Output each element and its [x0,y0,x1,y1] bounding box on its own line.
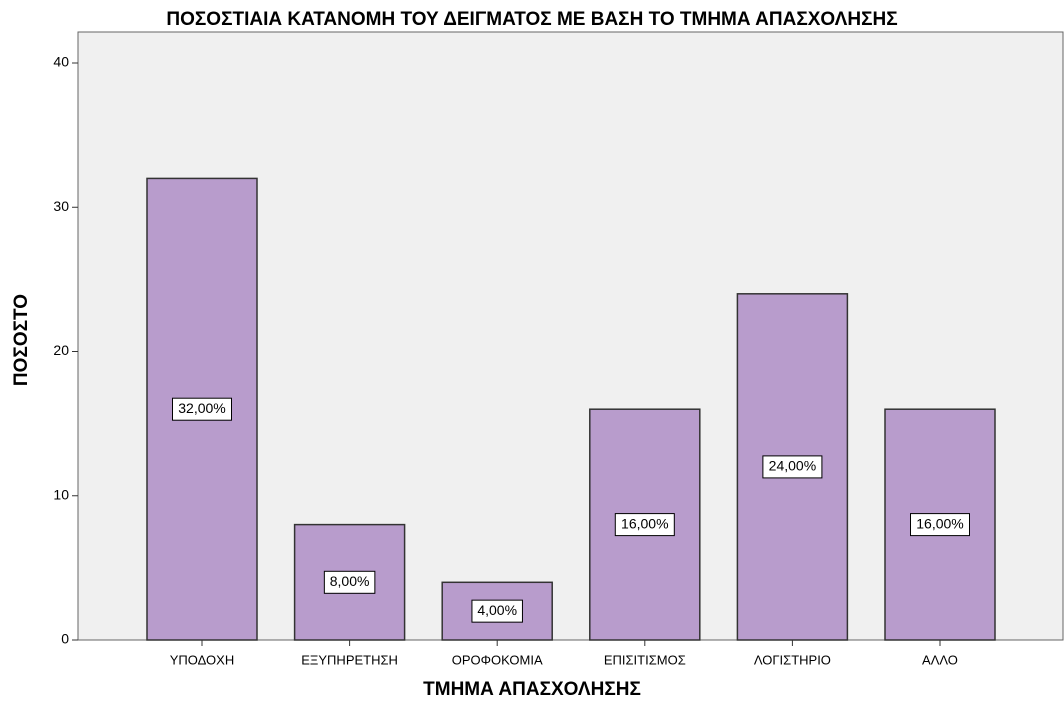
x-tick-label: ΕΠΙΣΙΤΙΣΜΟΣ [604,652,686,667]
value-label: 32,00% [178,400,225,416]
value-label: 8,00% [330,573,370,589]
x-axis-label: ΤΜΗΜΑ ΑΠΑΣΧΟΛΗΣΗΣ [423,679,641,700]
chart-title: ΠΟΣΟΣΤΙΑΙΑ ΚΑΤΑΝΟΜΗ ΤΟΥ ΔΕΙΓΜΑΤΟΣ ΜΕ ΒΑΣ… [166,9,897,30]
value-label: 16,00% [621,515,668,531]
y-tick-label: 20 [53,342,69,358]
value-label-box [762,455,823,479]
value-label-box [614,513,675,537]
value-label-box [172,397,232,421]
x-tick-label: ΕΞΥΠΗΡΕΤΗΣΗ [301,652,398,667]
value-label-box [323,570,376,594]
y-tick-label: 30 [53,198,69,214]
y-tick-label: 40 [53,54,69,70]
value-label: 16,00% [916,515,963,531]
x-tick-label: ΑΛΛΟ [922,652,958,667]
value-label-box [471,599,523,623]
value-label-box [910,513,970,537]
y-axis-label: ΠΟΣΟΣΤΟ [11,294,32,386]
x-tick-label: ΟΡΟΦΟΚΟΜΙΑ [452,652,543,667]
value-label: 24,00% [769,458,816,474]
value-label: 4,00% [477,602,517,618]
x-tick-label: ΥΠΟΔΟΧΗ [170,652,234,667]
x-tick-label: ΛΟΓΙΣΤΗΡΙΟ [754,652,831,667]
y-tick-label: 10 [53,486,69,502]
y-tick-label: 0 [61,631,69,647]
